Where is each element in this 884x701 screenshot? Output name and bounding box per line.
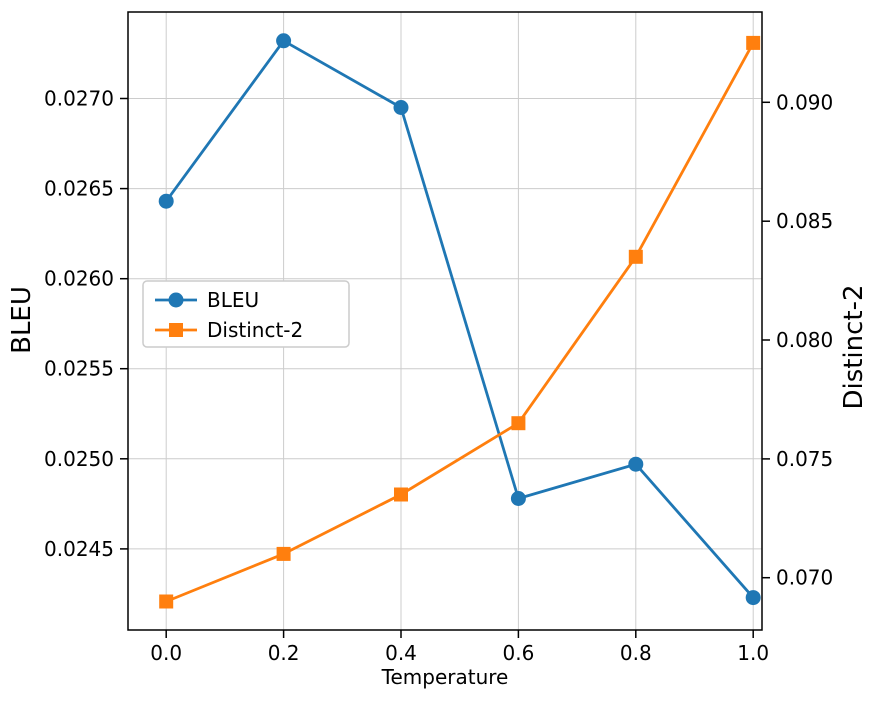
- data-point-distinct-2: [511, 416, 526, 431]
- y-axis-label-left: BLEU: [7, 286, 37, 354]
- plot-border: [127, 11, 763, 631]
- data-point-distinct-2: [628, 249, 643, 264]
- data-point-bleu: [745, 590, 761, 606]
- x-axis-tick-label: 0.4: [385, 641, 417, 665]
- y-axis-left-tick-label: 0.0265: [44, 177, 114, 201]
- data-point-bleu: [158, 193, 174, 209]
- x-axis-tick-label: 0.6: [502, 641, 534, 665]
- legend-label: BLEU: [207, 288, 259, 312]
- y-axis-left-tick-label: 0.0245: [44, 537, 114, 561]
- y-axis-right-tick-label: 0.070: [776, 566, 833, 590]
- y-axis-left-tick-label: 0.0250: [44, 447, 114, 471]
- legend-label: Distinct-2: [207, 318, 303, 342]
- series-line-bleu: [165, 39, 755, 599]
- data-point-distinct-2: [746, 35, 761, 50]
- y-axis-left-tick-label: 0.0260: [44, 267, 114, 291]
- y-axis-left-tick-label: 0.0270: [44, 87, 114, 111]
- legend-marker-square: [169, 323, 183, 337]
- data-point-bleu: [628, 456, 644, 472]
- y-axis-right-tick-label: 0.090: [776, 90, 833, 114]
- x-axis-tick-label: 0.0: [150, 641, 182, 665]
- data-point-distinct-2: [394, 487, 408, 502]
- data-point-bleu: [276, 33, 292, 49]
- y-axis-right-tick-label: 0.085: [776, 209, 833, 233]
- x-axis-label: Temperature: [381, 665, 509, 689]
- y-axis-right-tick-label: 0.075: [776, 447, 833, 471]
- y-axis-label-right: Distinct-2: [839, 284, 869, 409]
- data-point-distinct-2: [276, 546, 291, 561]
- data-point-bleu: [393, 100, 409, 115]
- data-point-bleu: [510, 491, 526, 506]
- data-point-distinct-2: [159, 594, 174, 609]
- legend-marker-circle: [168, 292, 184, 308]
- y-axis-left-tick-label: 0.0255: [44, 357, 114, 381]
- x-axis-tick-label: 1.0: [737, 641, 769, 665]
- y-axis-right-tick-label: 0.080: [776, 328, 833, 352]
- x-axis-tick-label: 0.2: [268, 641, 300, 665]
- series-line-distinct-2: [165, 42, 755, 603]
- x-axis-tick-label: 0.8: [620, 641, 652, 665]
